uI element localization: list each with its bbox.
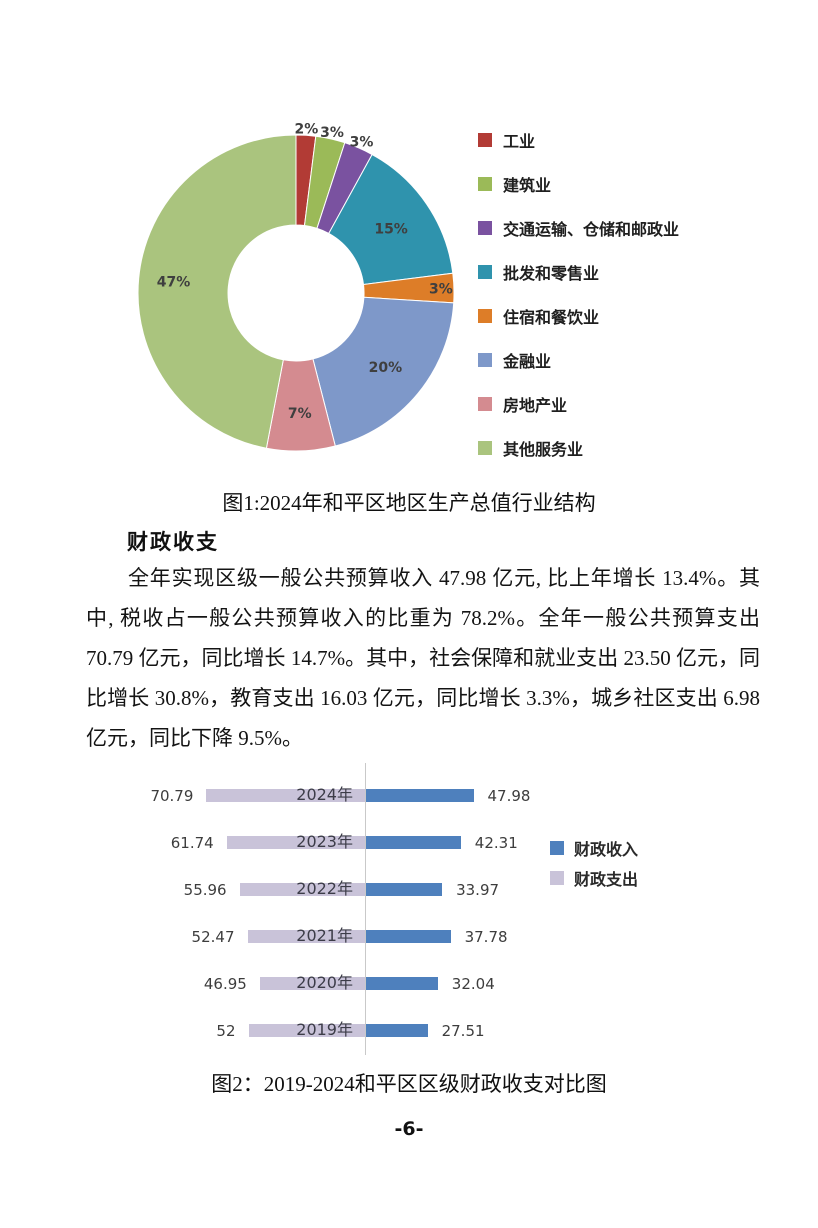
bar-legend-item: 财政收入 xyxy=(550,836,638,860)
expenditure-bar xyxy=(248,1024,365,1037)
income-bar xyxy=(366,789,474,802)
legend-color-swatch xyxy=(550,871,564,885)
income-value-label: 37.78 xyxy=(464,928,508,946)
legend-label: 房地产业 xyxy=(503,396,568,415)
legend-label: 金融业 xyxy=(503,352,552,371)
slice-percentage-label: 15% xyxy=(374,221,408,237)
income-value-label: 47.98 xyxy=(487,787,531,805)
legend-color-swatch xyxy=(478,397,492,411)
slice-percentage-label: 7% xyxy=(288,406,312,422)
expenditure-bar xyxy=(206,789,365,802)
legend-item: 其他服务业 xyxy=(478,440,679,459)
legend-item: 金融业 xyxy=(478,352,679,371)
legend-color-swatch xyxy=(478,221,492,235)
expenditure-bar xyxy=(259,977,365,990)
legend-color-swatch xyxy=(478,441,492,455)
donut-slice xyxy=(328,153,454,286)
legend-color-swatch xyxy=(478,177,492,191)
slice-percentage-label: 3% xyxy=(429,281,453,297)
donut-legend: 工业建筑业交通运输、仓储和邮政业 批发和零售业 住宿和餐饮业 金融业房地产业其他服务业 xyxy=(478,132,679,485)
legend-color-swatch xyxy=(478,309,492,323)
legend-item: 建筑业 xyxy=(478,176,679,195)
expenditure-bar xyxy=(226,836,365,849)
expenditure-value-label: 46.95 xyxy=(203,975,247,993)
slice-percentage-label: 3% xyxy=(350,135,374,151)
legend-label: 其他服务业 xyxy=(503,440,584,459)
year-category-label: 2023年 xyxy=(296,832,353,851)
expenditure-bar xyxy=(239,883,365,896)
slice-percentage-label: 2% xyxy=(295,121,319,137)
expenditure-value-label: 55.96 xyxy=(183,881,227,899)
income-value-label: 32.04 xyxy=(451,975,495,993)
page-number: -6- xyxy=(394,1118,424,1140)
slice-percentage-label: 20% xyxy=(369,360,403,376)
figure2-caption: 图2：2019-2024和平区区级财政收支对比图 xyxy=(211,1072,607,1096)
income-bar xyxy=(366,977,438,990)
expenditure-value-label: 52.47 xyxy=(191,928,235,946)
legend-item: 批发和零售业 xyxy=(478,264,679,283)
expenditure-bar xyxy=(247,930,365,943)
income-bar xyxy=(366,836,461,849)
year-category-label: 2021年 xyxy=(296,926,353,945)
legend-color-swatch xyxy=(478,353,492,367)
year-category-label: 2019年 xyxy=(296,1020,353,1039)
slice-percentage-label: 3% xyxy=(320,125,344,141)
donut-slice xyxy=(312,296,455,447)
body-paragraph: 全年实现区级一般公共预算收入 47.98 亿元, 比上年增长 13.4%。其中,… xyxy=(86,566,760,750)
legend-label: 住宿和餐饮业 xyxy=(503,308,600,327)
income-bar xyxy=(366,930,451,943)
income-bar xyxy=(366,883,443,896)
slice-percentage-label: 47% xyxy=(157,274,191,290)
expenditure-value-label: 52 xyxy=(216,1022,236,1040)
income-value-label: 42.31 xyxy=(474,834,518,852)
legend-label: 财政收入 xyxy=(574,840,639,859)
donut-chart: 2% 3%3%15%3%20%7%47% xyxy=(137,121,455,452)
income-bar xyxy=(366,1024,428,1037)
legend-label: 批发和零售业 xyxy=(503,264,600,283)
figure1-caption: 图1:2024年和平区地区生产总值行业结构 xyxy=(222,491,596,515)
chart-center-axis xyxy=(365,763,366,1055)
section-heading: 财政收支 xyxy=(127,530,219,554)
income-value-label: 33.97 xyxy=(456,881,500,899)
legend-item: 房地产业 xyxy=(478,396,679,415)
expenditure-value-label: 70.79 xyxy=(150,787,194,805)
legend-label: 交通运输、仓储和邮政业 xyxy=(503,220,680,239)
legend-item: 工业 xyxy=(478,132,679,151)
legend-label: 建筑业 xyxy=(503,176,552,195)
legend-color-swatch xyxy=(478,133,492,147)
expenditure-value-label: 61.74 xyxy=(170,834,214,852)
legend-item: 交通运输、仓储和邮政业 xyxy=(478,220,679,239)
legend-color-swatch xyxy=(550,841,564,855)
legend-label: 财政支出 xyxy=(574,870,639,889)
legend-label: 工业 xyxy=(503,132,536,151)
income-value-label: 27.51 xyxy=(441,1022,485,1040)
year-category-label: 2020年 xyxy=(296,973,353,992)
year-category-label: 2024年 xyxy=(296,785,353,804)
legend-color-swatch xyxy=(478,265,492,279)
year-category-label: 2022年 xyxy=(296,879,353,898)
bar-legend-item: 财政支出 xyxy=(550,866,638,890)
donut-slice xyxy=(137,134,297,449)
legend-item: 住宿和餐饮业 xyxy=(478,308,679,327)
